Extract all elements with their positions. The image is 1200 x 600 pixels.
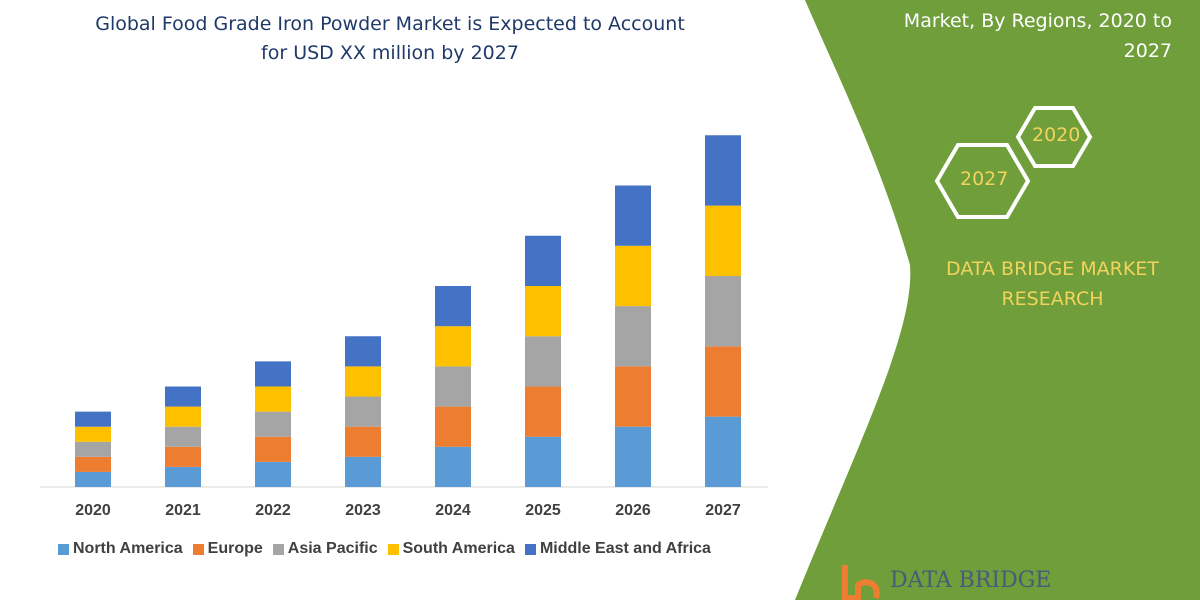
bar-segment-2024-europe [435, 406, 471, 447]
bar-segment-2026-middle-east-and-africa [615, 185, 651, 246]
bar-segment-2026-europe [615, 366, 651, 427]
bar-segment-2025-north-america [525, 436, 561, 487]
legend-item: Asia Pacific [272, 540, 378, 558]
x-tick-label: 2026 [615, 502, 651, 519]
x-tick-label: 2021 [165, 502, 201, 519]
legend-item: North America [58, 540, 183, 558]
hexagon-2020-icon [1015, 106, 1093, 168]
chart-title: Global Food Grade Iron Powder Market is … [40, 10, 740, 68]
bar-segment-2021-north-america [165, 466, 201, 487]
bar-segment-2021-south-america [165, 406, 201, 427]
bar-segment-2026-north-america [615, 426, 651, 487]
bar-segment-2022-south-america [255, 386, 291, 412]
green-panel [795, 0, 1200, 600]
x-tick-label: 2025 [525, 502, 561, 519]
right-title: Market, By Regions, 2020 to 2027 [852, 6, 1172, 66]
legend-label: Asia Pacific [287, 540, 378, 557]
bar-segment-2025-asia-pacific [525, 336, 561, 387]
legend-label: South America [402, 540, 515, 557]
legend-swatch [272, 543, 284, 555]
legend-swatch [387, 543, 399, 555]
bar-segment-2025-europe [525, 386, 561, 437]
bar-segment-2023-south-america [345, 366, 381, 397]
chart-title-line2: for USD XX million by 2027 [261, 42, 519, 64]
bar-segment-2023-europe [345, 426, 381, 457]
bar-segment-2025-south-america [525, 286, 561, 337]
bar-segment-2020-north-america [75, 471, 111, 487]
bar-segment-2027-north-america [705, 416, 741, 487]
bar-segment-2021-middle-east-and-africa [165, 386, 201, 407]
bar-segment-2025-middle-east-and-africa [525, 235, 561, 286]
x-tick-label: 2023 [345, 502, 381, 519]
bar-segment-2024-middle-east-and-africa [435, 286, 471, 327]
hexagon-2027-icon [934, 143, 1031, 219]
bar-segment-2024-south-america [435, 326, 471, 367]
chart-title-line1: Global Food Grade Iron Powder Market is … [95, 13, 685, 35]
bar-segment-2020-europe [75, 456, 111, 472]
bar-segment-2027-south-america [705, 205, 741, 276]
logo-icon [842, 565, 880, 600]
legend-label: Middle East and Africa [539, 540, 711, 557]
bar-segment-2026-south-america [615, 245, 651, 307]
x-tick-label: 2024 [435, 502, 471, 519]
bar-segment-2020-asia-pacific [75, 441, 111, 457]
right-title-line2: 2027 [1123, 40, 1172, 62]
bar-segment-2022-europe [255, 436, 291, 462]
bar-segment-2027-middle-east-and-africa [705, 135, 741, 206]
bar-segment-2022-middle-east-and-africa [255, 361, 291, 387]
bar-segment-2027-asia-pacific [705, 275, 741, 347]
legend: North America Europe Asia Pacific South … [58, 540, 711, 558]
legend-item: South America [387, 540, 515, 558]
bar-segment-2026-asia-pacific [615, 306, 651, 367]
right-title-line1: Market, By Regions, 2020 to [903, 10, 1172, 32]
x-tick-label: 2027 [705, 502, 741, 519]
bar-segment-2023-asia-pacific [345, 396, 381, 427]
badge-2027: 2027 [960, 168, 1009, 190]
bar-segment-2021-asia-pacific [165, 426, 201, 447]
brand-name: DATA BRIDGE MARKET RESEARCH [920, 254, 1185, 314]
bar-segment-2023-north-america [345, 456, 381, 487]
logo-text: DATA BRIDGE [890, 568, 1052, 593]
bar-segment-2022-north-america [255, 461, 291, 487]
legend-label: North America [73, 540, 183, 557]
bar-segment-2020-middle-east-and-africa [75, 411, 111, 427]
x-tick-label: 2020 [75, 502, 111, 519]
legend-swatch [192, 543, 204, 555]
bar-segment-2024-north-america [435, 446, 471, 487]
brand-name-line1: DATA BRIDGE MARKET [946, 258, 1159, 280]
bar-segment-2024-asia-pacific [435, 366, 471, 407]
bar-segment-2022-asia-pacific [255, 411, 291, 437]
legend-label: Europe [207, 540, 263, 557]
bar-segment-2020-south-america [75, 426, 111, 442]
bar-segment-2027-europe [705, 346, 741, 417]
legend-swatch [58, 543, 69, 555]
badge-2020: 2020 [1032, 124, 1081, 146]
bars-group [75, 135, 741, 487]
bar-segment-2021-europe [165, 446, 201, 467]
legend-item: Europe [192, 540, 263, 558]
legend-item: Middle East and Africa [524, 540, 711, 558]
bar-segment-2023-middle-east-and-africa [345, 336, 381, 367]
brand-name-line2: RESEARCH [1001, 288, 1104, 310]
legend-swatch [524, 543, 536, 555]
x-tick-label: 2022 [255, 502, 291, 519]
